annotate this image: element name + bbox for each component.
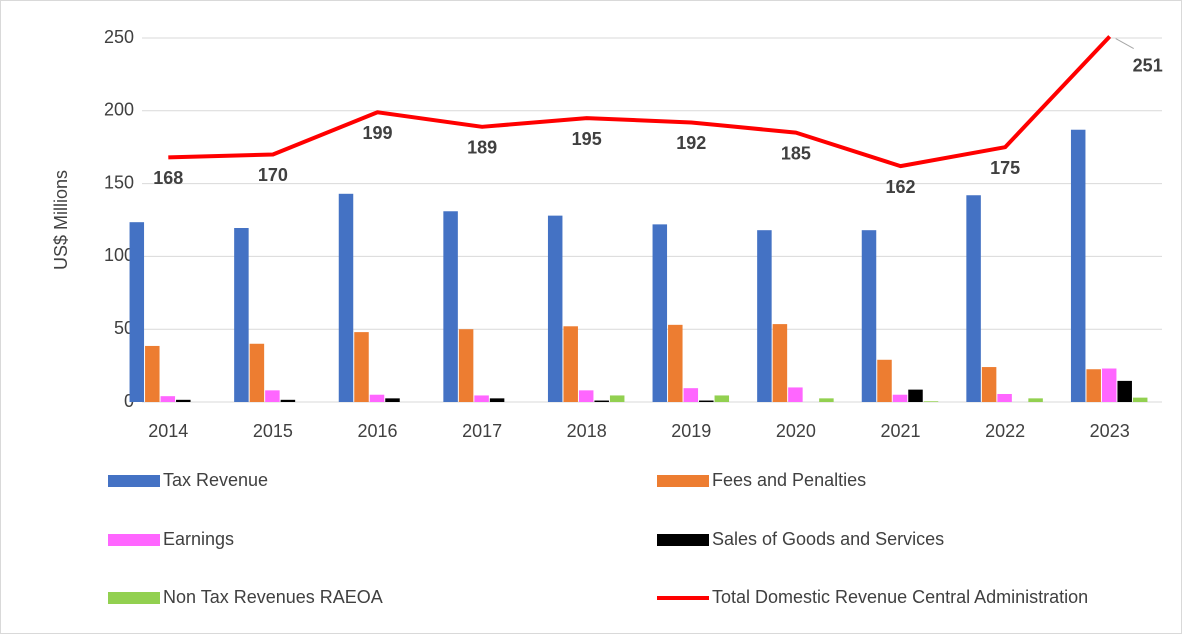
bar	[594, 400, 609, 402]
bar	[1028, 398, 1043, 402]
legend-label: Tax Revenue	[163, 470, 268, 490]
bar	[129, 222, 145, 402]
legend-label: Total Domestic Revenue Central Administr…	[712, 587, 1088, 607]
x-tick-label: 2014	[148, 421, 188, 441]
legend-label: Fees and Penalties	[712, 470, 866, 490]
data-label: 189	[467, 138, 497, 158]
data-label: 175	[990, 158, 1020, 178]
bar	[338, 193, 354, 402]
legend-label: Non Tax Revenues RAEOA	[163, 587, 383, 607]
data-label: 251	[1133, 55, 1163, 75]
bar	[981, 367, 997, 402]
bar	[547, 215, 563, 402]
bar	[997, 393, 1012, 402]
bar	[819, 398, 834, 402]
bar	[877, 359, 892, 402]
x-tick-label: 2021	[880, 421, 920, 441]
bar	[443, 211, 458, 402]
data-label: 192	[676, 133, 706, 153]
bar	[772, 324, 788, 402]
bar	[474, 395, 489, 402]
bar	[176, 399, 191, 402]
y-tick-label: 250	[104, 27, 134, 47]
bar	[160, 396, 176, 402]
bar	[280, 399, 296, 402]
bar	[609, 395, 625, 402]
x-tick-label: 2017	[462, 421, 502, 441]
y-axis-title: US$ Millions	[51, 170, 71, 270]
y-tick-label: 0	[124, 391, 134, 411]
data-label: 168	[153, 168, 183, 188]
legend-marker	[108, 534, 160, 546]
bar	[578, 390, 594, 402]
data-label: 199	[362, 123, 392, 143]
bar	[249, 343, 265, 402]
y-tick-label: 50	[114, 318, 134, 338]
bar	[1132, 397, 1148, 402]
bar	[563, 326, 578, 402]
bar	[652, 224, 668, 402]
bar	[265, 390, 280, 402]
x-tick-label: 2020	[776, 421, 816, 441]
bar	[668, 324, 683, 402]
bar	[757, 230, 772, 402]
x-tick-label: 2015	[253, 421, 293, 441]
legend-marker	[108, 592, 160, 604]
bar	[354, 332, 369, 402]
bar	[1101, 368, 1117, 402]
legend-marker	[657, 475, 709, 487]
data-label: 185	[781, 143, 811, 163]
line	[168, 35, 1112, 169]
bar	[892, 394, 908, 402]
x-tick-label: 2016	[357, 421, 397, 441]
leader-line	[1115, 38, 1134, 49]
bar	[458, 329, 474, 402]
bar	[966, 195, 981, 402]
bar	[1086, 369, 1101, 402]
bar	[1070, 129, 1086, 402]
bar	[145, 345, 160, 402]
y-tick-label: 100	[104, 245, 134, 265]
bar	[908, 389, 923, 402]
legend-label: Earnings	[163, 529, 234, 549]
x-tick-label: 2022	[985, 421, 1025, 441]
x-tick-label: 2018	[567, 421, 607, 441]
x-tick-label: 2023	[1090, 421, 1130, 441]
y-tick-label: 200	[104, 100, 134, 120]
bar	[699, 400, 714, 402]
data-label: 162	[885, 177, 915, 197]
y-tick-label: 150	[104, 172, 134, 192]
x-tick-label: 2019	[671, 421, 711, 441]
legend-label: Sales of Goods and Services	[712, 529, 944, 549]
legend-marker	[657, 534, 709, 546]
data-label: 170	[258, 165, 288, 185]
legend-marker	[108, 475, 160, 487]
bar	[385, 398, 400, 402]
bar	[923, 401, 939, 402]
bar	[1117, 380, 1132, 402]
bar	[788, 387, 803, 402]
bar	[234, 228, 249, 402]
data-label: 195	[572, 129, 602, 149]
bar	[683, 388, 699, 402]
bar	[861, 230, 877, 402]
bar	[369, 394, 385, 402]
bar	[714, 395, 730, 402]
bar	[489, 398, 505, 402]
